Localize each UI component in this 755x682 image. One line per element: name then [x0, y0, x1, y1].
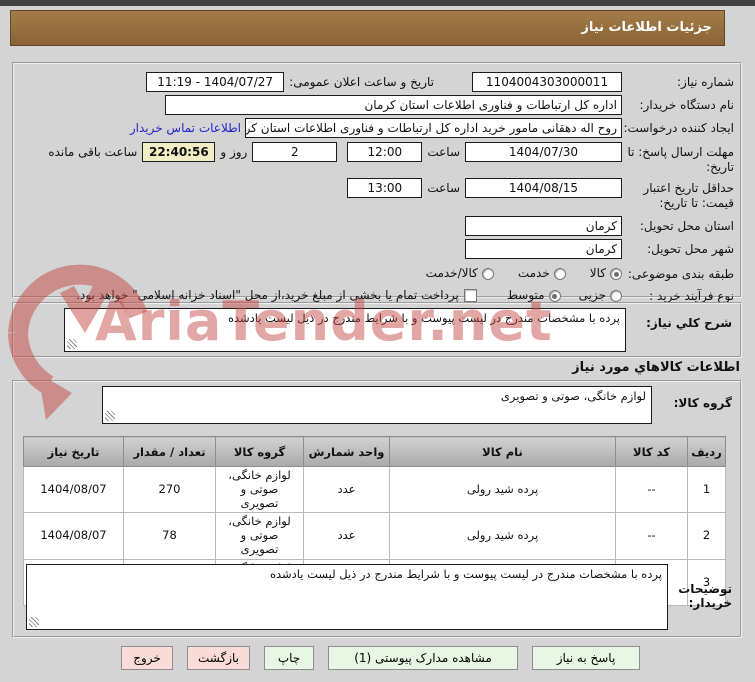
- treasury-checkbox-label: پرداخت تمام یا بخشی از مبلغ خرید،از محل …: [76, 288, 459, 302]
- province-field[interactable]: کرمان: [465, 216, 622, 236]
- price-validity-label: حداقل تاریخ اعتبار قیمت: تا تاریخ:: [643, 181, 734, 210]
- general-need-label: شرح کلي نیاز:: [646, 316, 732, 330]
- need-number-label: شماره نیاز:: [677, 75, 734, 89]
- radio-medium[interactable]: [548, 290, 561, 302]
- general-need-groupbox: شرح کلي نیاز: پرده با مشخصات مندرج در لی…: [12, 302, 742, 358]
- general-need-textarea[interactable]: پرده با مشخصات مندرج در لیست پیوست و با …: [64, 308, 626, 352]
- countdown-timer: 22:40:56: [142, 142, 216, 162]
- radio-medium-label: متوسط: [506, 288, 545, 302]
- price-validity-hour-label: ساعت: [427, 181, 460, 195]
- back-button[interactable]: بازگشت: [187, 646, 250, 670]
- cell-item-code: --: [615, 465, 688, 514]
- print-button[interactable]: چاپ: [264, 646, 314, 670]
- view-attachments-button[interactable]: مشاهده مدارک پیوستی (1): [328, 646, 518, 670]
- process-type-label: نوع فرآیند خرید :: [649, 289, 734, 303]
- need-info-groupbox: شماره نیاز: 1104004303000011 تاریخ و ساع…: [12, 62, 742, 303]
- resize-grip-icon[interactable]: [29, 617, 39, 627]
- radio-goods[interactable]: [610, 268, 622, 280]
- table-row: 2 -- پرده شید رولی عدد لوازم خانگی، صوتی…: [23, 512, 726, 560]
- radio-goods-service[interactable]: [481, 268, 494, 280]
- general-need-text: پرده با مشخصات مندرج در لیست پیوست و با …: [227, 311, 620, 325]
- page-title: جزئیات اطلاعات نیاز: [10, 10, 725, 46]
- cell-item-code: --: [615, 512, 688, 560]
- cell-row-number: 1: [687, 465, 726, 514]
- col-need-date: تاریخ نیاز: [23, 436, 124, 467]
- days-remaining-field: 2: [252, 142, 338, 162]
- col-item-name: نام کالا: [389, 436, 616, 467]
- cell-quantity: 78: [123, 512, 216, 560]
- creator-field[interactable]: روح اله دهقانی مامور خرید اداره کل ارتبا…: [245, 118, 622, 138]
- resize-grip-icon[interactable]: [105, 411, 115, 421]
- creator-label: ایجاد کننده درخواست:: [623, 121, 734, 135]
- action-button-row: پاسخ به نیاز مشاهده مدارک پیوستی (1) چاپ…: [121, 646, 640, 670]
- col-unit: واحد شمارش: [303, 436, 390, 467]
- table-header-row: ردیف کد کالا نام کالا واحد شمارش گروه کا…: [23, 436, 726, 467]
- cell-item-name: پرده شید رولی: [389, 465, 616, 514]
- buyer-notes-label: توضیحات خریدار:: [678, 582, 732, 610]
- price-validity-date-field[interactable]: 1404/08/15: [465, 178, 622, 198]
- deadline-label: مهلت ارسال پاسخ: تا تاریخ:: [627, 145, 734, 174]
- radio-goods-label: کالا: [589, 266, 606, 280]
- process-type-row: نوع فرآیند خرید : جزیی متوسط پرداخت تمام…: [20, 286, 734, 304]
- cell-unit: عدد: [303, 512, 390, 560]
- cell-item-name: پرده شید رولی: [389, 512, 616, 560]
- deadline-date-field[interactable]: 1404/07/30: [465, 142, 622, 162]
- exit-button[interactable]: خروج: [121, 646, 173, 670]
- days-remaining-label: روز و: [220, 145, 248, 159]
- treasury-checkbox[interactable]: [463, 289, 477, 302]
- city-field[interactable]: کرمان: [465, 239, 622, 259]
- buyer-notes-text: پرده با مشخصات مندرج در لیست پیوست و با …: [269, 567, 662, 581]
- province-row: استان محل تحویل: کرمان: [20, 216, 734, 236]
- creator-row: ایجاد کننده درخواست: روح اله دهقانی مامو…: [20, 118, 734, 138]
- goods-section-header: اطلاعات کالاهاي مورد نیاز: [572, 360, 740, 375]
- deadline-row: مهلت ارسال پاسخ: تا تاریخ: 1404/07/30 سا…: [20, 142, 734, 175]
- cell-row-number: 2: [687, 512, 726, 560]
- col-group: گروه کالا: [215, 436, 304, 467]
- table-row: 1 -- پرده شید رولی عدد لوازم خانگی، صوتی…: [23, 465, 726, 514]
- buyer-org-label: نام دستگاه خریدار:: [639, 98, 735, 112]
- classification-label: طبقه بندی موضوعی:: [627, 267, 734, 281]
- goods-groupbox: گروه کالا: لوازم خانگی، صوتی و تصویری رد…: [12, 380, 742, 638]
- city-label: شهر محل تحویل:: [647, 242, 734, 256]
- city-row: شهر محل تحویل: کرمان: [20, 239, 734, 259]
- respond-button[interactable]: پاسخ به نیاز: [532, 646, 640, 670]
- radio-service[interactable]: [553, 268, 566, 280]
- radio-goods-service-label: کالا/خدمت: [425, 266, 478, 280]
- buyer-contact-link[interactable]: اطلاعات تماس خریدار: [129, 121, 241, 135]
- announcement-field[interactable]: 1404/07/27 - 11:19: [146, 72, 285, 92]
- buyer-org-field[interactable]: اداره کل ارتباطات و فناوری اطلاعات استان…: [165, 95, 622, 115]
- province-label: استان محل تحویل:: [639, 219, 734, 233]
- need-number-row: شماره نیاز: 1104004303000011 تاریخ و ساع…: [20, 72, 734, 92]
- buyer-org-row: نام دستگاه خریدار: اداره کل ارتباطات و ف…: [20, 95, 734, 115]
- cell-group: لوازم خانگی، صوتی و تصویری: [215, 465, 304, 514]
- cell-unit: عدد: [303, 465, 390, 514]
- top-border-strip: [0, 0, 755, 6]
- cell-need-date: 1404/08/07: [23, 465, 124, 514]
- classification-row: طبقه بندی موضوعی: کالا خدمت کالا/خدمت: [20, 264, 734, 282]
- deadline-hour-label: ساعت: [427, 145, 460, 159]
- col-row-number: ردیف: [687, 436, 726, 467]
- radio-minor-label: جزیی: [578, 288, 606, 302]
- cell-quantity: 270: [123, 465, 216, 514]
- radio-service-label: خدمت: [517, 266, 550, 280]
- deadline-hour-field[interactable]: 12:00: [347, 142, 423, 162]
- cell-row-number: 3: [687, 558, 726, 607]
- price-validity-hour-field[interactable]: 13:00: [347, 178, 423, 198]
- col-item-code: کد کالا: [615, 436, 688, 467]
- col-quantity: تعداد / مقدار: [123, 436, 216, 467]
- cell-need-date: 1404/08/07: [23, 512, 124, 560]
- announcement-label: تاریخ و ساعت اعلان عمومی:: [289, 75, 434, 89]
- goods-group-textarea[interactable]: لوازم خانگی، صوتی و تصویری: [102, 386, 652, 424]
- need-number-field[interactable]: 1104004303000011: [472, 72, 622, 92]
- buyer-notes-textarea[interactable]: پرده با مشخصات مندرج در لیست پیوست و با …: [26, 564, 668, 630]
- cell-group: لوازم خانگی، صوتی و تصویری: [215, 512, 304, 560]
- radio-minor[interactable]: [610, 290, 622, 302]
- resize-grip-icon[interactable]: [67, 339, 77, 349]
- goods-group-text: لوازم خانگی، صوتی و تصویری: [500, 389, 646, 403]
- price-validity-row: حداقل تاریخ اعتبار قیمت: تا تاریخ: 1404/…: [20, 178, 734, 211]
- countdown-label: ساعت باقی مانده: [48, 145, 138, 159]
- goods-group-label: گروه کالا:: [673, 396, 732, 410]
